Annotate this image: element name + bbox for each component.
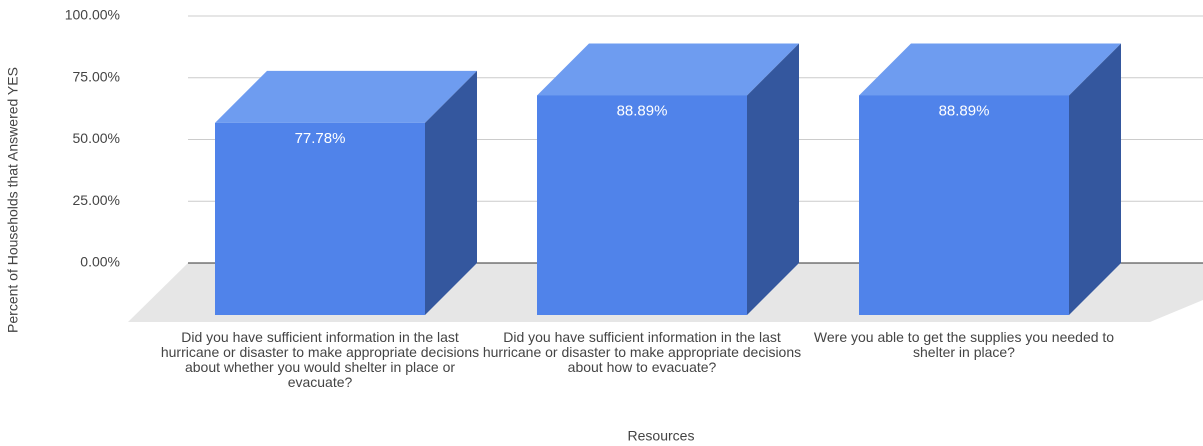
value-label: 88.89%	[939, 102, 990, 119]
bar	[215, 122, 425, 316]
y-axis-title: Percent of Households that Answered YES	[5, 67, 21, 333]
bar-top	[215, 70, 477, 123]
bar	[537, 95, 747, 315]
y-tick-label: 100.00%	[65, 7, 120, 23]
x-tick-label: Did you have sufficient information in t…	[482, 329, 802, 375]
y-tick-label: 75.00%	[73, 68, 120, 84]
value-label: 88.89%	[617, 102, 668, 119]
bar	[859, 95, 1069, 315]
bar-side	[747, 43, 799, 315]
y-tick-label: 25.00%	[73, 192, 120, 208]
x-axis-title: Resources	[628, 428, 695, 444]
x-tick-label: Did you have sufficient information in t…	[160, 329, 480, 390]
bar-side	[1069, 43, 1121, 315]
y-tick-label: 0.00%	[80, 254, 120, 270]
x-tick-label: Were you able to get the supplies you ne…	[813, 329, 1115, 360]
value-label: 77.78%	[295, 130, 346, 147]
bar-top	[859, 43, 1121, 96]
bar-side	[425, 70, 477, 316]
bar-top	[537, 43, 799, 96]
y-tick-label: 50.00%	[73, 130, 120, 146]
